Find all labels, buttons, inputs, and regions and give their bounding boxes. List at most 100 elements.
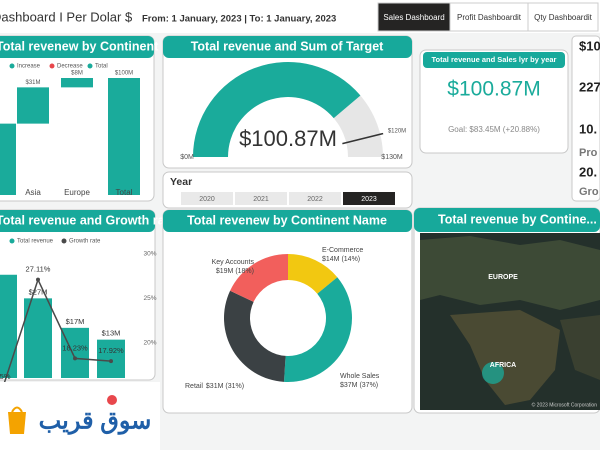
segment-name: Key Accounts bbox=[212, 259, 255, 266]
donut-segment bbox=[283, 277, 352, 382]
panel-header bbox=[414, 208, 600, 232]
card-value: $100.87M bbox=[447, 78, 540, 101]
y2-tick-label: 20% bbox=[143, 339, 156, 346]
side-card-text: Gro bbox=[579, 186, 599, 198]
rate-label: 18.23% bbox=[62, 343, 88, 352]
side-card-text: 20. bbox=[579, 164, 597, 179]
side-card-text: 227 bbox=[579, 79, 600, 94]
logo-text: سوق قريب bbox=[39, 407, 152, 435]
legend-label: Total revenue bbox=[17, 239, 54, 245]
card-goal: Goal: $83.45M (+20.88%) bbox=[448, 125, 540, 134]
rate-line bbox=[2, 277, 112, 388]
panel bbox=[571, 35, 600, 202]
legend-swatch bbox=[9, 238, 15, 244]
map-land bbox=[560, 315, 600, 380]
bar bbox=[61, 327, 89, 378]
legend-swatch bbox=[61, 238, 67, 244]
segment-name: E-Commerce bbox=[322, 247, 363, 254]
y2-tick-label: 25% bbox=[143, 295, 156, 302]
segment-label: $31M (31%) bbox=[206, 383, 244, 390]
donut-segment bbox=[288, 254, 338, 294]
donut-segment bbox=[223, 290, 286, 382]
logo-pin bbox=[107, 395, 117, 405]
tab[interactable] bbox=[527, 2, 599, 32]
panel-header bbox=[423, 52, 565, 68]
tab-label: Qty Dashboardit bbox=[534, 13, 593, 22]
tab[interactable] bbox=[377, 2, 451, 32]
donut-segment bbox=[230, 254, 288, 302]
side-card: $10 227 10. Pro 20. Gro bbox=[579, 38, 600, 197]
logo-bag-handle bbox=[11, 406, 23, 413]
x-tick-label: Total bbox=[116, 188, 133, 197]
slicer-option-label: 2023 bbox=[361, 196, 377, 203]
y2-tick-label: 30% bbox=[143, 251, 156, 258]
panel-title: Total revenew by Continent Name bbox=[187, 213, 387, 227]
map-label: EUROPE bbox=[488, 274, 518, 281]
year-slicer: 2020 2021 2022 2023 bbox=[181, 192, 395, 205]
waterfall-bar bbox=[17, 87, 49, 124]
tab-label: Profit Dashboardit bbox=[457, 13, 522, 22]
x-tick-label: Asia bbox=[25, 188, 41, 197]
legend-label: Growth rate bbox=[69, 239, 101, 245]
gauge-value bbox=[193, 62, 361, 158]
value-label: $31M bbox=[25, 80, 40, 86]
rate-point bbox=[73, 356, 77, 361]
waterfall-bar bbox=[0, 123, 16, 195]
segment-label: $14M (14%) bbox=[322, 256, 360, 263]
legend-label: Increase bbox=[17, 64, 41, 70]
logo-bag bbox=[8, 412, 26, 434]
segment-name: Whole Sales bbox=[340, 373, 380, 380]
segment-label: $19M (18%) bbox=[216, 268, 254, 275]
gauge-target bbox=[342, 132, 384, 145]
side-card-text: Pro bbox=[579, 147, 598, 159]
panel-header bbox=[0, 36, 154, 58]
map-bubble bbox=[482, 362, 504, 384]
target-label: $120M bbox=[388, 128, 406, 134]
slicer-option[interactable] bbox=[343, 192, 395, 205]
value-label: $100M bbox=[115, 71, 133, 77]
dashboard-title: Dashboard I Per Dolar $ bbox=[0, 9, 133, 24]
panel bbox=[419, 49, 569, 154]
segment-name: Retail bbox=[185, 383, 203, 390]
value-label: $17M bbox=[66, 317, 85, 326]
panel-header bbox=[163, 210, 412, 232]
panel-header bbox=[0, 210, 155, 232]
slicer-option[interactable] bbox=[235, 192, 287, 205]
bar bbox=[0, 274, 17, 378]
rate-label: 17.92% bbox=[98, 346, 124, 355]
rate-point bbox=[36, 277, 40, 282]
map-attribution: © 2023 Microsoft Corporation bbox=[532, 401, 598, 408]
side-card-text: 10. bbox=[579, 121, 597, 136]
map-label: AFRICA bbox=[490, 362, 516, 369]
tab-label: Sales Dashboard bbox=[383, 13, 444, 22]
value-label: $13M bbox=[102, 329, 121, 338]
value-label: $27M bbox=[29, 287, 48, 296]
waterfall-chart: Increase Decrease Total $31M Asia $8M Europe $1… bbox=[0, 63, 140, 197]
slicer-option-label: 2022 bbox=[307, 196, 323, 203]
panel-title: Total revenue and Growth rat... bbox=[0, 213, 179, 227]
rate-label: 27.11% bbox=[26, 265, 51, 274]
tabs: Sales Dashboard Profit Dashboardit Qty Das… bbox=[377, 2, 599, 32]
legend-swatch bbox=[9, 63, 15, 69]
rate-point bbox=[109, 359, 113, 364]
panel-title: Total revenue by Contine... bbox=[438, 212, 597, 226]
slicer-option[interactable] bbox=[181, 192, 233, 205]
gauge-max: $130M bbox=[381, 154, 403, 161]
panel-header bbox=[163, 36, 412, 58]
slicer-option-label: 2021 bbox=[253, 196, 269, 203]
combo-chart: Total revenue Growth rate 30% 25% 20% $27M $17… bbox=[0, 238, 157, 389]
map-land bbox=[420, 236, 600, 310]
gauge-chart: $120M $100.87M $0M $130M bbox=[180, 62, 406, 161]
panel-title: Total revenue and Sum of Target bbox=[191, 39, 384, 53]
legend-swatch bbox=[87, 63, 93, 69]
rate-label: 15% bbox=[0, 372, 11, 381]
legend-swatch bbox=[49, 63, 55, 69]
slicer-option[interactable] bbox=[289, 192, 341, 205]
waterfall-bar bbox=[61, 78, 93, 88]
slicer-option-label: 2020 bbox=[199, 196, 215, 203]
slicer-title: Year bbox=[170, 176, 192, 188]
logo-area bbox=[0, 382, 160, 450]
map-labels: EUROPE AFRICA bbox=[488, 274, 518, 369]
panel-title: Total revenew by Continent ... bbox=[0, 39, 172, 53]
x-tick-label: Europe bbox=[64, 188, 90, 197]
